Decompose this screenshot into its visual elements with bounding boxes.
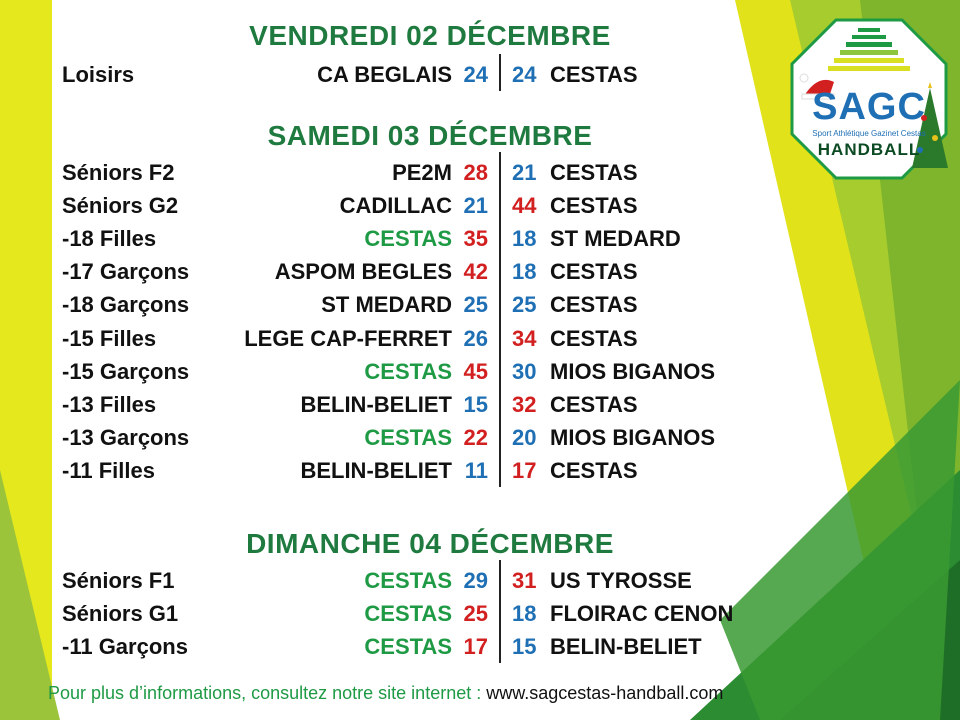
home-score: 15 — [463, 391, 488, 417]
logo-name: SAGC — [812, 86, 926, 128]
home-team: LEGE CAP-FERRET — [244, 325, 452, 351]
home-score: 26 — [463, 325, 488, 351]
away-score: 15 — [512, 634, 537, 660]
away-team: CESTAS — [550, 193, 638, 219]
home-team: BELIN-BELIET — [300, 391, 452, 417]
match-category: -11 Filles — [62, 457, 155, 483]
away-score: 31 — [512, 568, 537, 593]
score-divider — [499, 152, 501, 487]
away-score: 18 — [512, 259, 537, 285]
home-team: PE2M — [392, 160, 452, 185]
day-title: SAMEDI 03 DÉCEMBRE — [267, 120, 593, 151]
away-score: 32 — [512, 391, 537, 417]
away-score: 21 — [512, 160, 537, 185]
home-score: 35 — [463, 226, 488, 252]
website-link[interactable]: www.sagcestas-handball.com — [486, 683, 724, 703]
match-category: -15 Garçons — [62, 358, 190, 384]
match-row: -11 Garçons CESTAS 17 15 BELIN-BELIET — [0, 630, 960, 664]
match-category: -13 Garçons — [62, 424, 190, 450]
match-row: -18 Filles CESTAS 35 18 ST MEDARD — [0, 222, 960, 256]
away-team: FLOIRAC CENON — [550, 601, 734, 627]
away-team: MIOS BIGANOS — [550, 424, 716, 450]
away-team: CESTAS — [550, 457, 638, 483]
logo-sport: HANDBALL — [817, 140, 921, 159]
away-team: CESTAS — [550, 62, 638, 87]
home-team: ST MEDARD — [321, 292, 452, 318]
match-category: -17 Garçons — [62, 259, 190, 285]
match-category: -13 Filles — [62, 391, 157, 417]
away-score: 18 — [512, 601, 537, 627]
home-team: CESTAS — [364, 634, 452, 660]
match-row: Séniors F1 CESTAS 29 31 US TYROSSE — [0, 564, 960, 598]
match-category: -18 Filles — [62, 226, 157, 252]
home-team: BELIN-BELIET — [300, 457, 452, 483]
club-logo: SAGC Sport Athlétique Gazinet Cestas HAN… — [790, 18, 948, 180]
away-score: 30 — [512, 358, 537, 384]
match-category: -15 Filles — [62, 325, 157, 351]
match-row: -13 Filles BELIN-BELIET 15 32 CESTAS — [0, 388, 960, 422]
logo-subtitle: Sport Athlétique Gazinet Cestas — [812, 129, 926, 138]
home-team: CA BEGLAIS — [317, 62, 452, 87]
match-row: -13 Garçons CESTAS 22 20 MIOS BIGANOS — [0, 421, 960, 455]
match-row: Séniors G1 CESTAS 25 18 FLOIRAC CENON — [0, 597, 960, 631]
match-row: Séniors G2 CADILLAC 21 44 CESTAS — [0, 189, 960, 223]
match-category: -18 Garçons — [62, 292, 190, 318]
home-score: 29 — [463, 568, 488, 593]
away-score: 18 — [512, 226, 537, 252]
home-score: 17 — [463, 634, 488, 660]
home-score: 42 — [463, 259, 488, 285]
home-score: 24 — [463, 62, 488, 87]
home-score: 21 — [463, 193, 488, 219]
away-team: ST MEDARD — [550, 226, 681, 252]
away-team: CESTAS — [550, 292, 638, 318]
match-row: Loisirs CA BEGLAIS 24 24 CESTAS — [0, 58, 960, 92]
away-team: CESTAS — [550, 259, 638, 285]
day-title: VENDREDI 02 DÉCEMBRE — [249, 20, 611, 51]
home-team: CADILLAC — [339, 193, 452, 219]
match-row: -11 Filles BELIN-BELIET 11 17 CESTAS — [0, 454, 960, 488]
home-score: 25 — [463, 292, 488, 318]
home-team: ASPOM BEGLES — [274, 259, 452, 285]
away-score: 17 — [512, 457, 537, 483]
away-team: CESTAS — [550, 160, 638, 185]
match-category: Séniors F2 — [62, 160, 175, 185]
score-divider — [499, 54, 501, 92]
match-row: -18 Garçons ST MEDARD 25 25 CESTAS — [0, 288, 960, 322]
home-team: CESTAS — [364, 568, 452, 593]
match-category: Séniors F1 — [62, 568, 175, 593]
match-category: Séniors G1 — [62, 601, 179, 627]
home-score: 28 — [463, 160, 488, 185]
match-row: -15 Filles LEGE CAP-FERRET 26 34 CESTAS — [0, 322, 960, 356]
home-team: CESTAS — [364, 358, 452, 384]
home-team: CESTAS — [364, 226, 452, 252]
footer-info: Pour plus d’informations, consultez notr… — [48, 683, 723, 704]
away-team: CESTAS — [550, 325, 638, 351]
away-score: 24 — [512, 62, 537, 87]
match-row: -17 Garçons ASPOM BEGLES 42 18 CESTAS — [0, 255, 960, 289]
home-team: CESTAS — [364, 424, 452, 450]
home-score: 45 — [463, 358, 488, 384]
home-score: 11 — [464, 457, 488, 483]
footer-text: Pour plus d’informations, consultez notr… — [48, 683, 487, 703]
match-category: Loisirs — [62, 62, 135, 87]
day-title: DIMANCHE 04 DÉCEMBRE — [246, 528, 614, 559]
away-score: 44 — [512, 193, 537, 219]
away-score: 25 — [512, 292, 537, 318]
match-category: -11 Garçons — [62, 634, 188, 660]
away-score: 34 — [512, 325, 537, 351]
away-team: BELIN-BELIET — [550, 634, 702, 660]
away-team: MIOS BIGANOS — [550, 358, 716, 384]
match-category: Séniors G2 — [62, 193, 179, 219]
home-team: CESTAS — [364, 601, 452, 627]
score-divider — [499, 560, 501, 664]
match-row: -15 Garçons CESTAS 45 30 MIOS BIGANOS — [0, 355, 960, 389]
away-score: 20 — [512, 424, 537, 450]
home-score: 22 — [463, 424, 488, 450]
away-team: US TYROSSE — [550, 568, 692, 593]
home-score: 25 — [463, 601, 488, 627]
match-row: Séniors F2 PE2M 28 21 CESTAS — [0, 156, 960, 190]
away-team: CESTAS — [550, 391, 638, 417]
